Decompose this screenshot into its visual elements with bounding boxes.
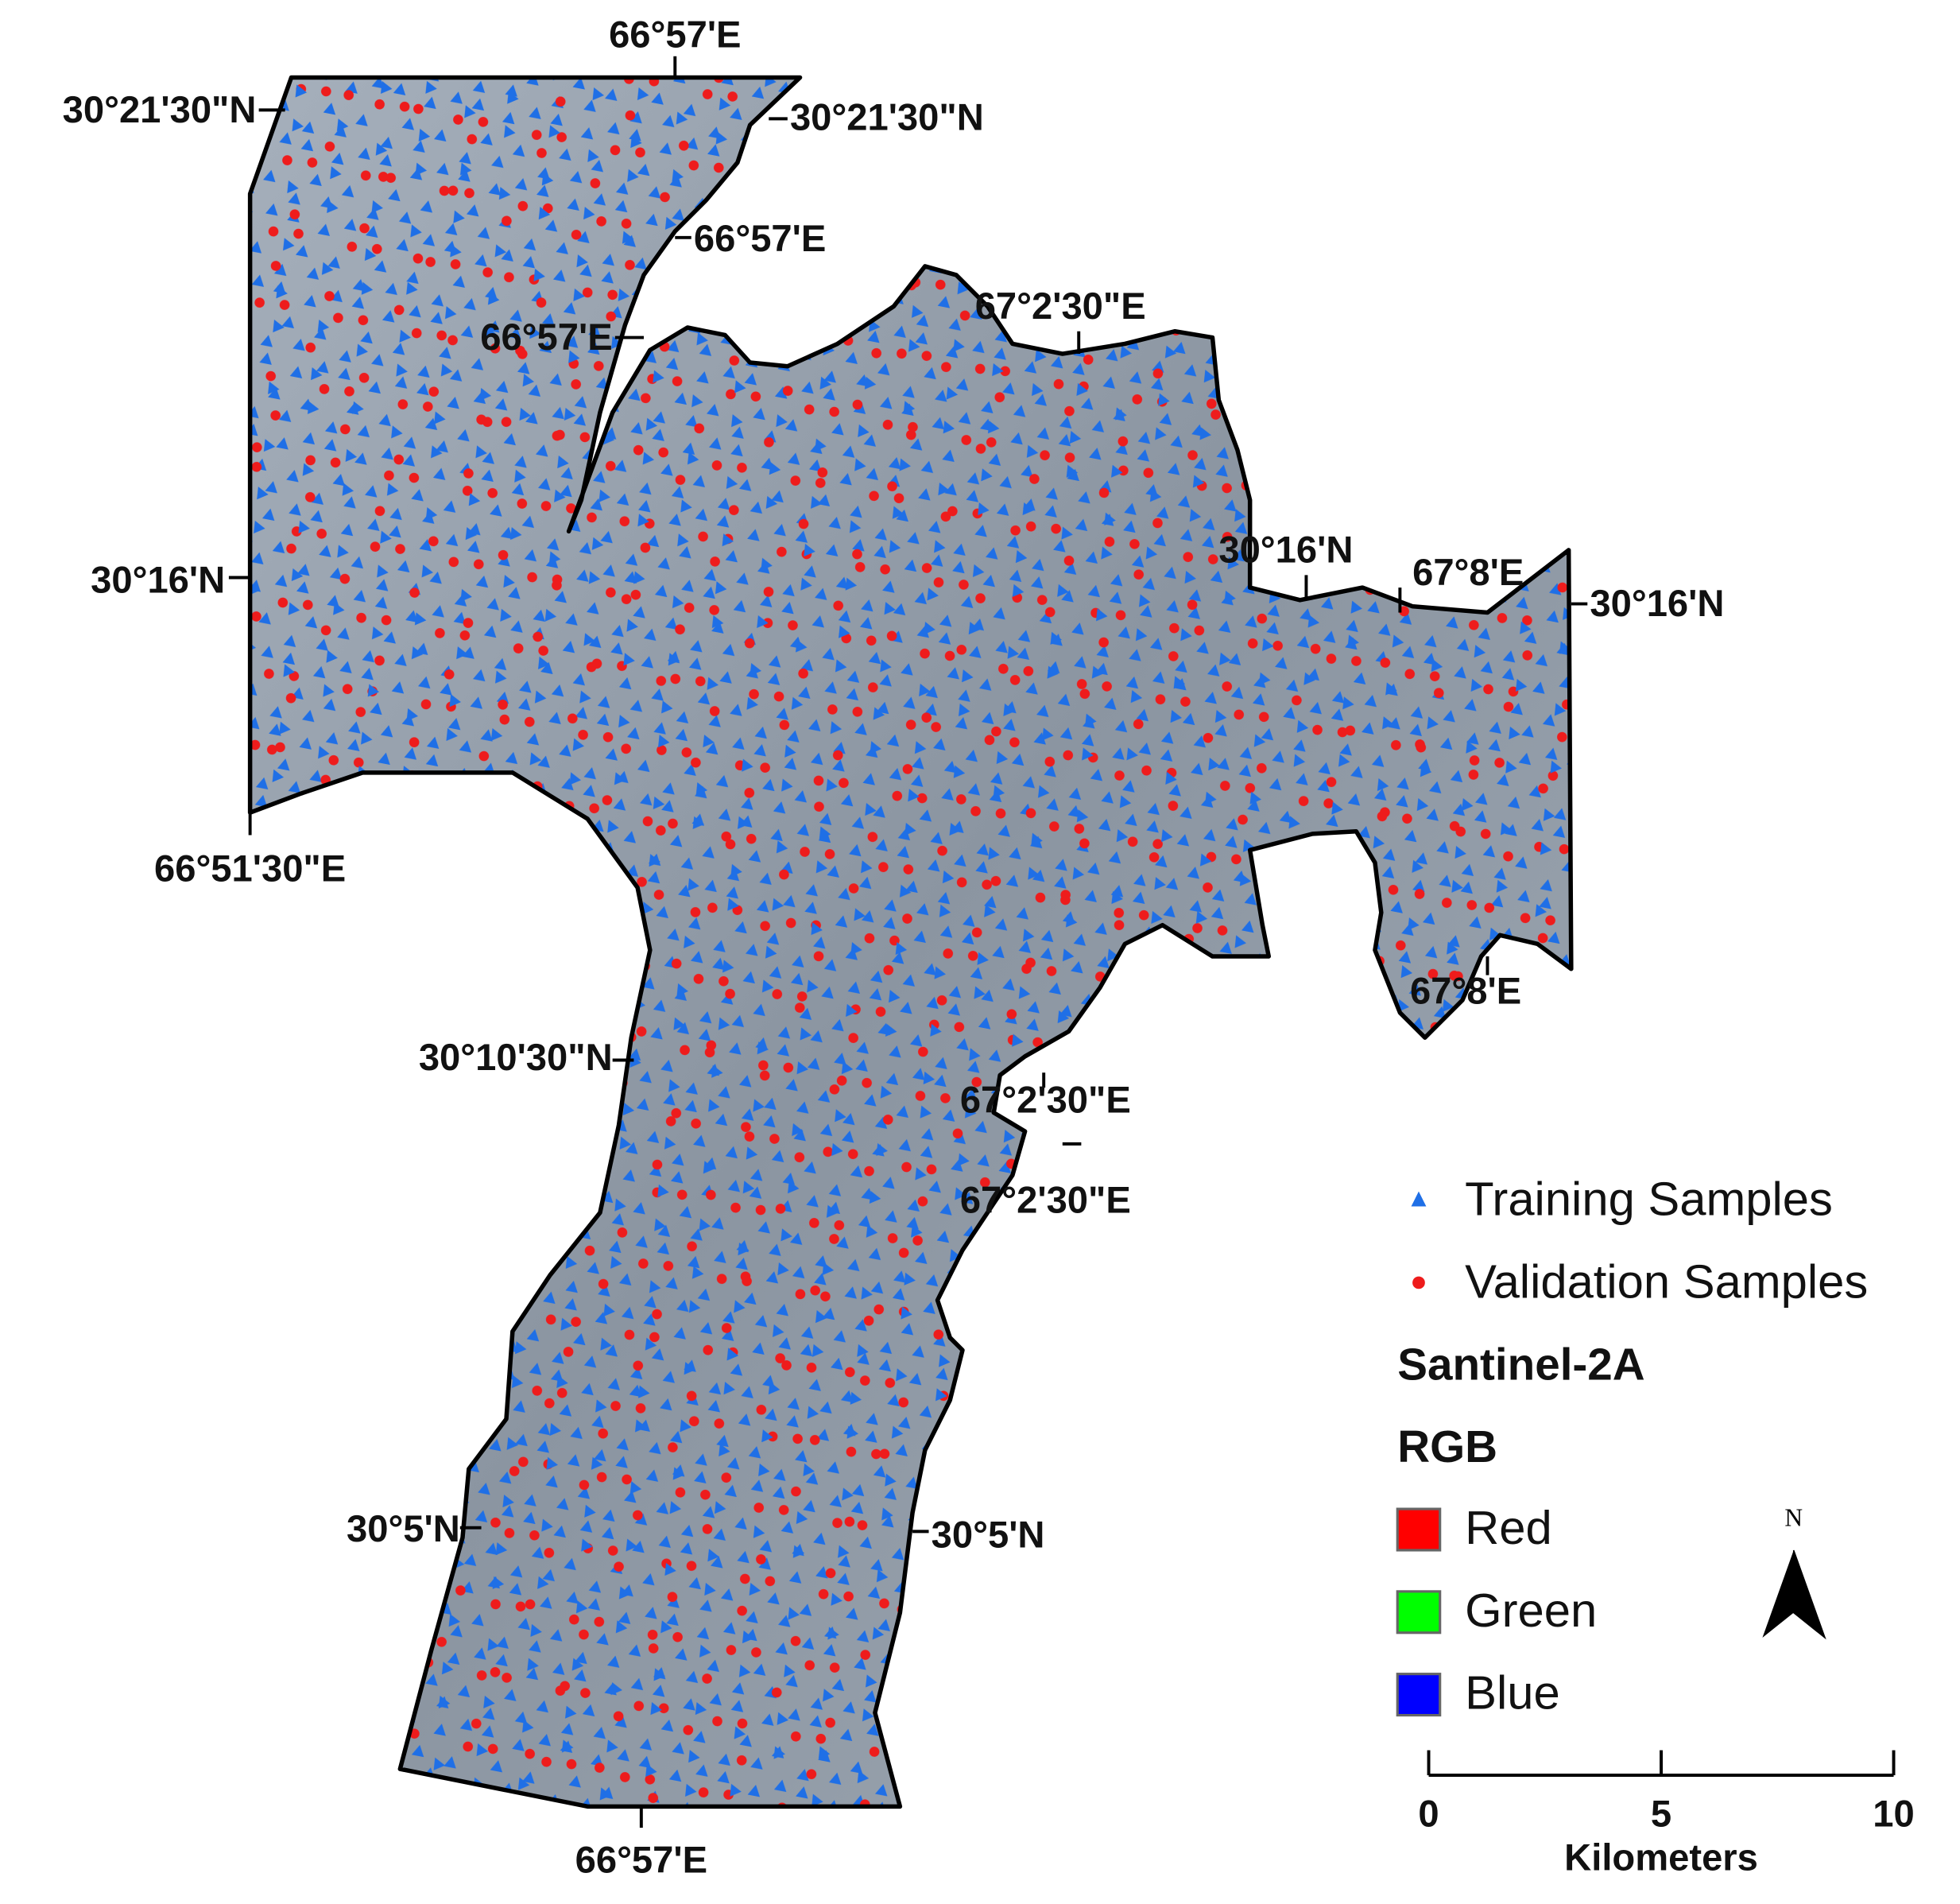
scale-tick-label: 10 [1873, 1792, 1914, 1834]
coordinate-label: 30°16'N [1590, 582, 1724, 624]
validation-samples [250, 77, 1571, 1807]
study-area [247, 75, 1574, 1809]
coordinate-label: 67°2'30"E [960, 1178, 1131, 1220]
boundary [247, 75, 1574, 1809]
legend: Training Samples Validation Samples Santin… [1396, 1173, 1868, 1720]
coordinate-labels: 66°57'E 30°21'30"N 30°21'30"N 66°57'E 66°57'… [63, 14, 1725, 1881]
legend-swatch [1396, 1590, 1442, 1634]
coordinate-label: 67°8'E [1412, 551, 1524, 593]
scale-tick-label: 0 [1418, 1792, 1439, 1834]
legend-subtitle: RGB [1397, 1421, 1497, 1472]
coordinate-label: 66°57'E [609, 14, 741, 56]
legend-label: Green [1465, 1584, 1597, 1637]
legend-marker [1412, 1276, 1425, 1289]
coordinate-label: 30°16'N [1218, 529, 1353, 571]
coordinate-label: 30°16'N [91, 558, 225, 600]
coordinate-label: 67°2'30"E [975, 285, 1146, 327]
legend-swatch [1396, 1673, 1442, 1717]
scale-tick-label: 5 [1651, 1792, 1671, 1834]
coordinate-label: 30°21'30"N [63, 88, 257, 130]
coordinate-label: 66°51'30"E [154, 847, 346, 890]
coordinate-label: 66°57'E [480, 316, 612, 358]
legend-swatch [1396, 1507, 1442, 1552]
coordinate-label: 30°10'30"N [419, 1036, 613, 1078]
legend-label: Training Samples [1465, 1173, 1833, 1226]
legend-label: Red [1465, 1501, 1552, 1554]
scale-bar: 0 5 10 Kilometers [1418, 1750, 1915, 1878]
coordinate-label: 67°8'E [1410, 970, 1521, 1012]
north-label: N [1784, 1503, 1803, 1531]
scale-unit: Kilometers [1564, 1836, 1758, 1878]
coordinate-label: 66°57'E [575, 1839, 707, 1881]
legend-title: Santinel-2A [1397, 1339, 1644, 1389]
legend-marker [1411, 1191, 1427, 1207]
legend-label: Blue [1465, 1666, 1560, 1720]
coordinate-label: 30°5'N [347, 1507, 460, 1549]
legend-label: Validation Samples [1465, 1254, 1868, 1308]
coordinate-label: 30°5'N [932, 1514, 1045, 1556]
coordinate-label: 67°2'30"E [960, 1078, 1131, 1120]
coordinate-label: 66°57'E [694, 217, 826, 259]
coordinate-label: 30°21'30"N [790, 95, 984, 138]
north-arrow: N [1762, 1503, 1826, 1640]
